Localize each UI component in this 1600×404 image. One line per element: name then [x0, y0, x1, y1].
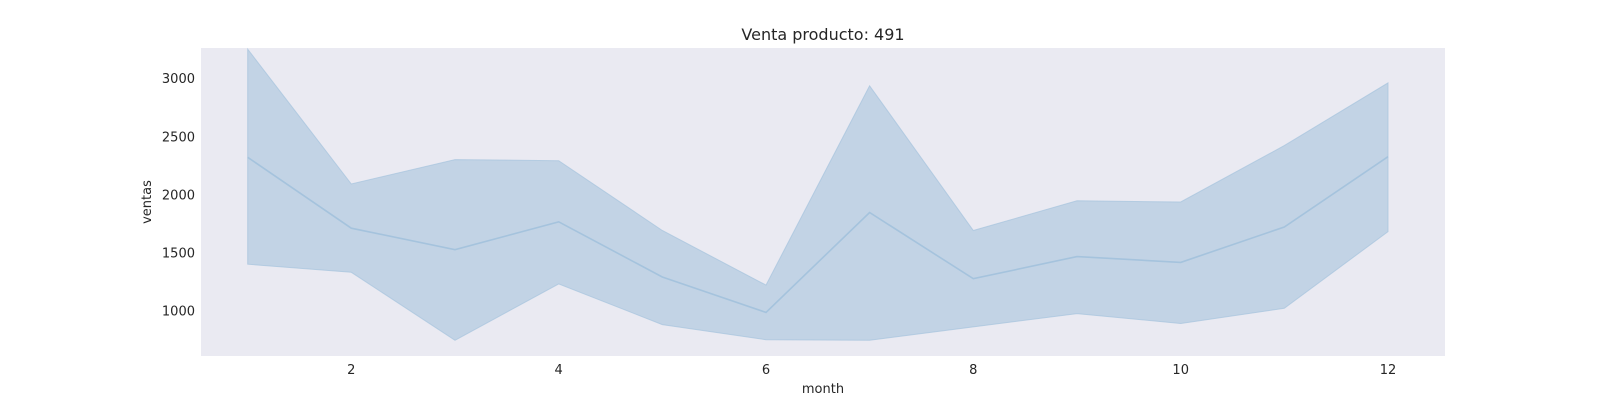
x-tick-label: 6 [762, 363, 770, 378]
y-tick-label: 2000 [162, 188, 195, 203]
x-axis-label: month [802, 382, 844, 397]
y-tick-label: 3000 [162, 72, 195, 87]
x-tick-label: 8 [969, 363, 977, 378]
y-tick-label: 2500 [162, 130, 195, 145]
x-tick-label: 12 [1380, 363, 1397, 378]
x-tick-label: 2 [347, 363, 355, 378]
series-line-layer [247, 156, 1389, 314]
y-tick-label: 1500 [162, 247, 195, 262]
confidence-band [247, 47, 1389, 341]
x-tick-label: 4 [555, 363, 563, 378]
y-tick-labels: 1000 1500 2000 2500 3000 [162, 72, 195, 320]
chart-title: Venta producto: 491 [741, 25, 904, 44]
x-tick-labels: 2 4 6 8 10 12 [347, 363, 1396, 378]
y-axis-label: ventas [140, 180, 155, 224]
y-tick-label: 1000 [162, 305, 195, 320]
x-tick-label: 10 [1172, 363, 1189, 378]
confidence-band-layer [247, 47, 1389, 341]
series-line [247, 156, 1389, 314]
